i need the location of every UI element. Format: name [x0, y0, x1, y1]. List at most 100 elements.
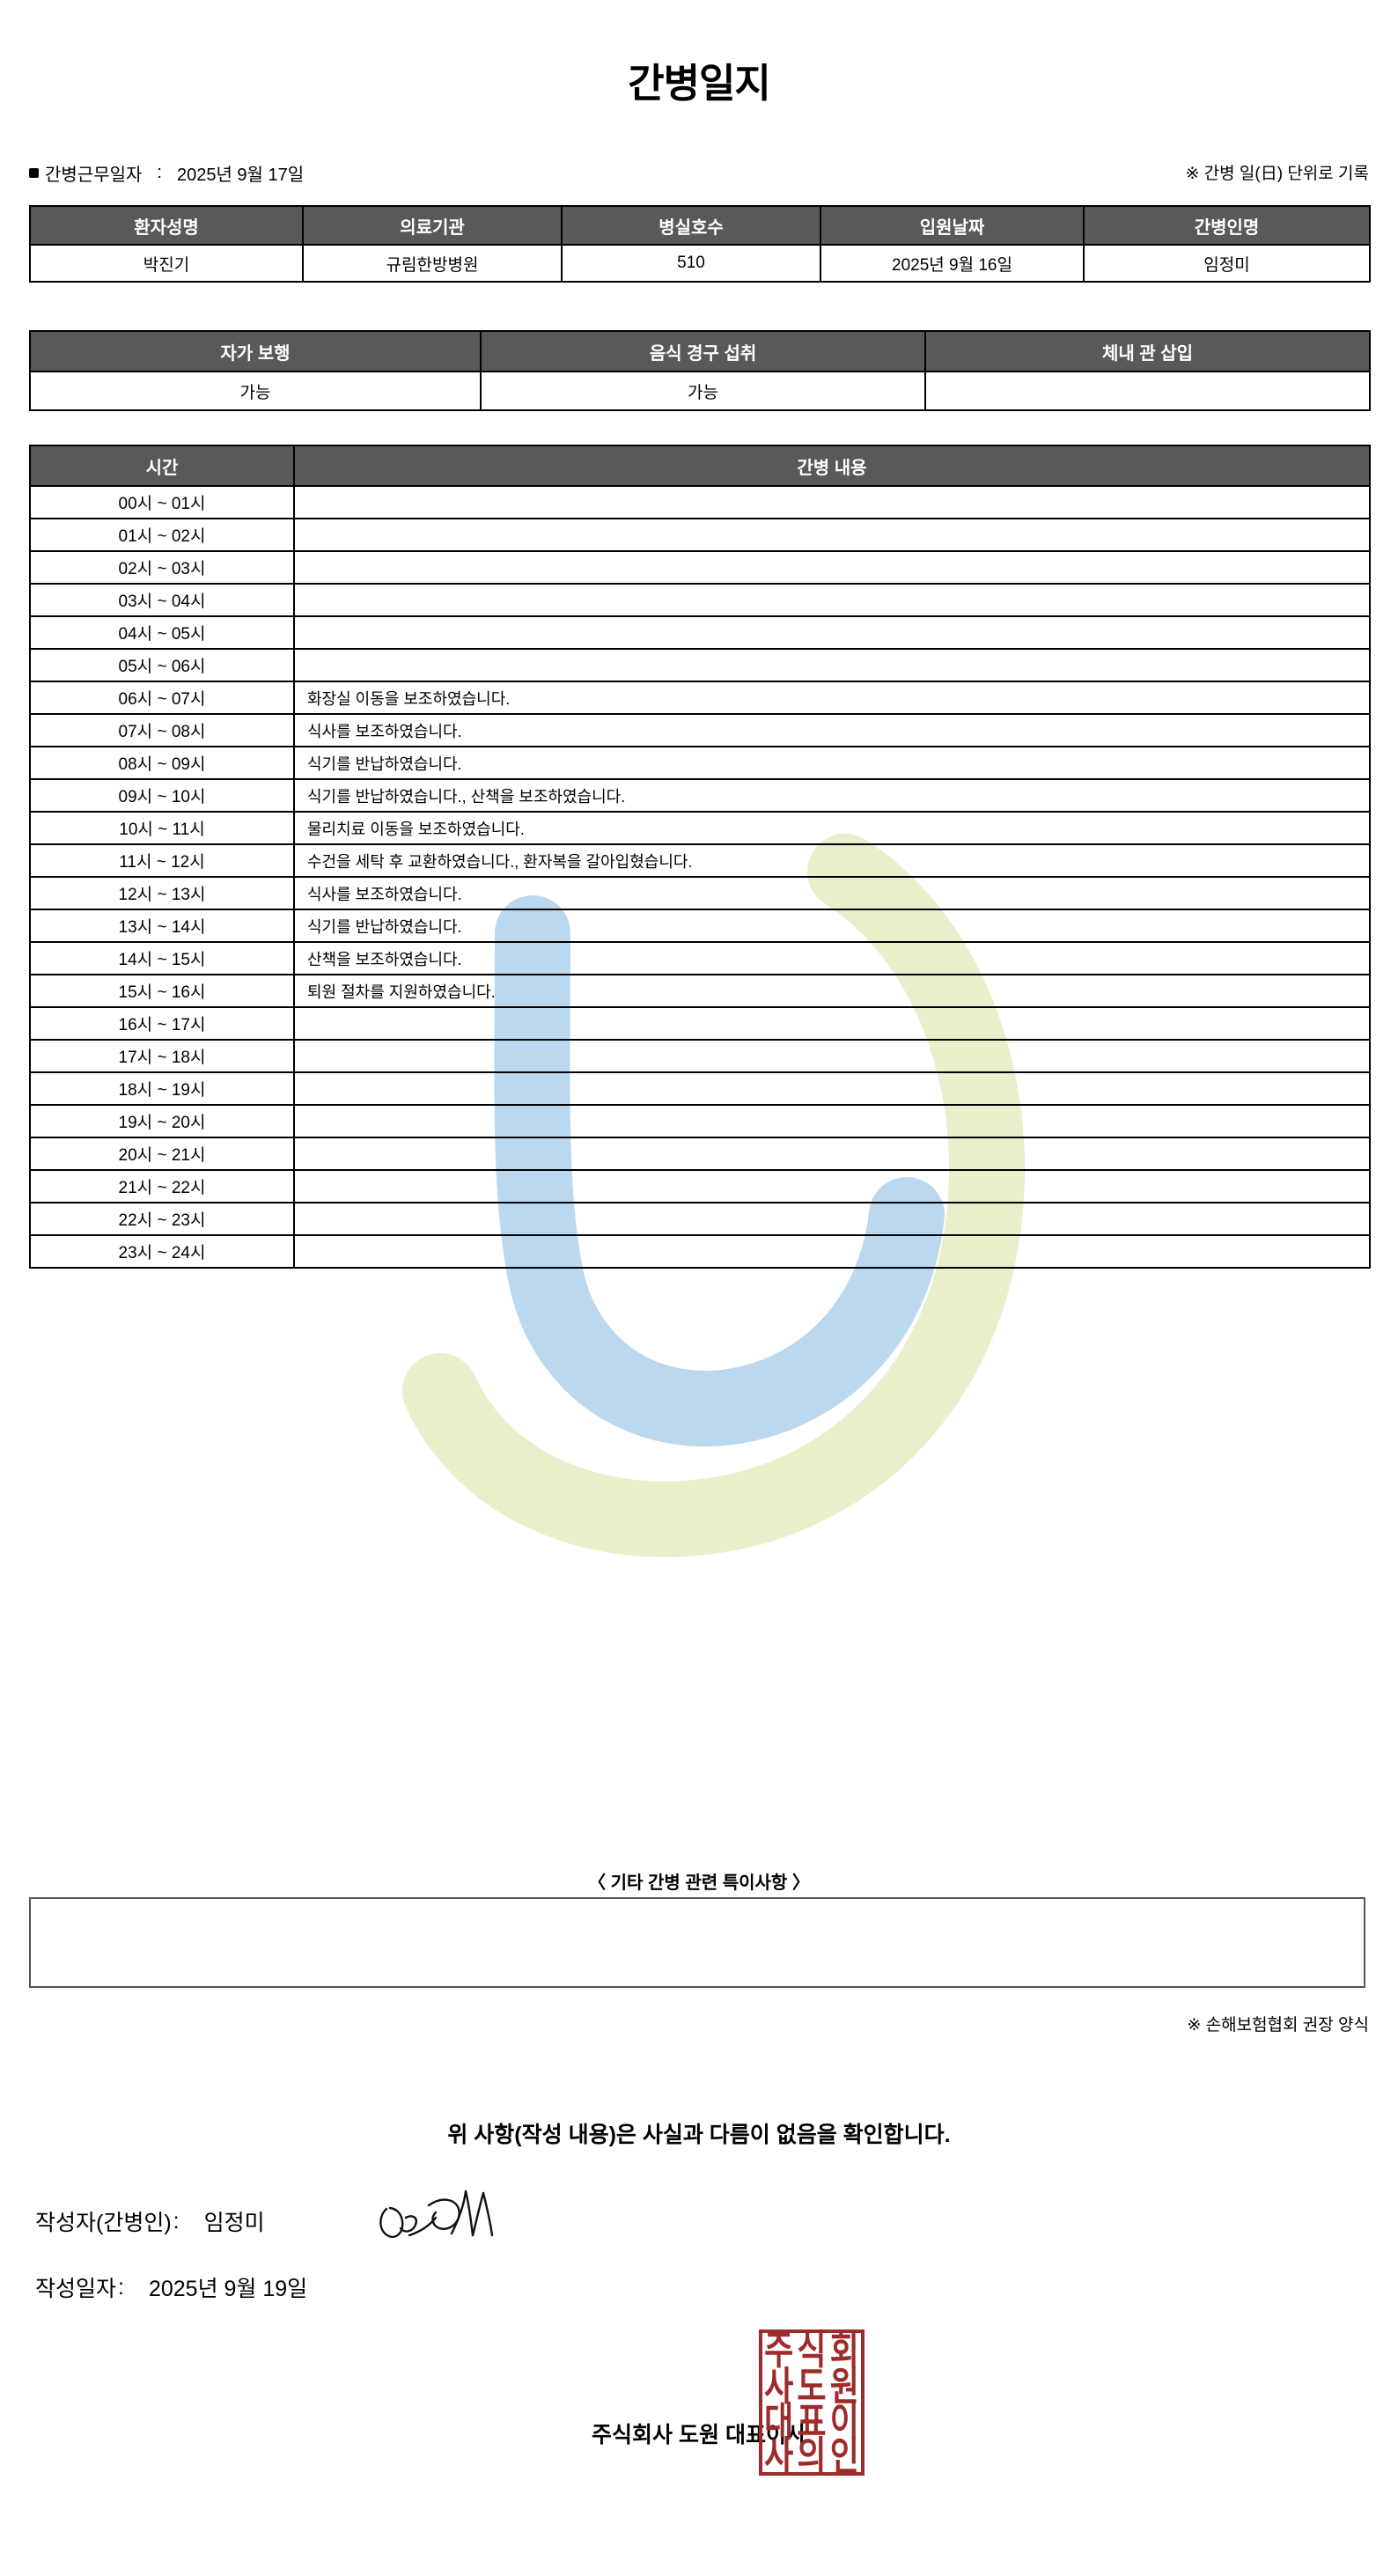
- time-slot-label: 22시 ~ 23시: [29, 1202, 295, 1236]
- work-date-group: 간병근무일자 : 2025년 9월 17일: [29, 160, 304, 186]
- care-content-cell[interactable]: 퇴원 절차를 지원하였습니다.: [293, 974, 1371, 1008]
- table-row: 17시 ~ 18시: [29, 1039, 1371, 1073]
- seal-character: 원: [829, 2363, 859, 2409]
- time-slot-label: 04시 ~ 05시: [29, 615, 295, 650]
- seal-character: 식: [797, 2328, 827, 2374]
- square-bullet-icon: [29, 168, 39, 178]
- time-slot-label: 00시 ~ 01시: [29, 485, 295, 519]
- time-slot-label: 05시 ~ 06시: [29, 648, 295, 682]
- time-slot-label: 07시 ~ 08시: [29, 713, 295, 747]
- care-content-cell[interactable]: [293, 518, 1371, 552]
- care-content-cell[interactable]: 식기를 반납하였습니다., 산책을 보조하였습니다.: [293, 778, 1371, 813]
- care-content-cell[interactable]: [293, 1071, 1371, 1106]
- date-value: 2025년 9월 19일: [148, 2277, 308, 2301]
- table-row: 가능 가능: [29, 371, 1371, 411]
- care-content-cell[interactable]: [293, 583, 1371, 617]
- care-content-cell[interactable]: 산책을 보조하였습니다.: [293, 941, 1371, 975]
- work-date-value: 2025년 9월 17일: [176, 166, 305, 185]
- header-internal-tube-insertion: 체내 관 삽입: [924, 330, 1371, 372]
- table-row: 02시 ~ 03시: [29, 550, 1371, 585]
- unit-note: ※ 간병 일(日) 단위로 기록: [1185, 165, 1369, 183]
- date-colon: :: [118, 2274, 124, 2300]
- care-content-cell[interactable]: [293, 1202, 1371, 1236]
- seal-character: 의: [797, 2432, 827, 2478]
- table-row: 23시 ~ 24시: [29, 1234, 1371, 1269]
- care-content-cell[interactable]: [293, 615, 1371, 650]
- care-content-cell[interactable]: [293, 1169, 1371, 1203]
- care-content-cell[interactable]: 수건을 세탁 후 교환하였습니다., 환자복을 갈아입혔습니다.: [293, 843, 1371, 878]
- table-row: 09시 ~ 10시 식기를 반납하였습니다., 산책을 보조하였습니다.: [29, 778, 1371, 813]
- time-slot-label: 03시 ~ 04시: [29, 583, 295, 617]
- seal-character: 도: [797, 2363, 827, 2409]
- table-row: 21시 ~ 22시: [29, 1169, 1371, 1203]
- table-row: 08시 ~ 09시 식기를 반납하였습니다.: [29, 746, 1371, 780]
- table-row: 19시 ~ 20시: [29, 1104, 1371, 1138]
- table-row-header: 시간 간병 내용: [29, 445, 1371, 487]
- table-row: 00시 ~ 01시: [29, 485, 1371, 519]
- care-content-cell[interactable]: 식기를 반납하였습니다.: [293, 909, 1371, 943]
- table-row: 20시 ~ 21시: [29, 1137, 1371, 1171]
- value-internal-tube-insertion: [924, 371, 1371, 411]
- author-label: 작성자(간병인): [35, 2211, 172, 2235]
- header-oral-food-intake: 음식 경구 섭취: [480, 330, 926, 372]
- author-signature-row: 작성자(간병인) : 임정미: [35, 2205, 265, 2237]
- header-room-number: 병실호수: [561, 205, 821, 246]
- table-row: 14시 ~ 15시 산책을 보조하였습니다.: [29, 941, 1371, 975]
- author-value: 임정미: [203, 2211, 265, 2235]
- seal-character: 회: [829, 2328, 859, 2374]
- care-content-cell[interactable]: [293, 648, 1371, 682]
- care-content-cell[interactable]: 식사를 보조하였습니다.: [293, 876, 1371, 910]
- confirmation-statement: 위 사항(작성 내용)은 사실과 다름이 없음을 확인합니다.: [447, 2123, 951, 2147]
- table-row-header: 자가 보행 음식 경구 섭취 체내 관 삽입: [29, 330, 1371, 372]
- care-content-cell[interactable]: [293, 550, 1371, 585]
- table-row-header: 환자성명 의료기관 병실호수 입원날짜 간병인명: [29, 205, 1371, 246]
- care-content-cell[interactable]: 화장실 이동을 보조하였습니다.: [293, 681, 1371, 715]
- table-row: 01시 ~ 02시: [29, 518, 1371, 552]
- header-medical-institution: 의료기관: [302, 205, 563, 246]
- handwritten-signature: [379, 2190, 494, 2238]
- table-row: 13시 ~ 14시 식기를 반납하였습니다.: [29, 909, 1371, 943]
- hourly-care-log-body: 00시 ~ 01시 01시 ~ 02시 02시 ~ 03시 03시 ~ 04시 04시 …: [29, 485, 1371, 1269]
- date-label: 작성일자: [35, 2277, 117, 2301]
- care-content-cell[interactable]: 식사를 보조하였습니다.: [293, 713, 1371, 747]
- time-slot-label: 15시 ~ 16시: [29, 974, 295, 1008]
- header-patient-name: 환자성명: [29, 205, 304, 246]
- table-row: 16시 ~ 17시: [29, 1006, 1371, 1041]
- time-slot-label: 08시 ~ 09시: [29, 746, 295, 780]
- company-representative-line: 주식회사 도원 대표이사: [592, 2423, 806, 2447]
- care-content-cell[interactable]: [293, 1137, 1371, 1171]
- header-admission-date: 입원날짜: [820, 205, 1085, 246]
- care-content-cell[interactable]: [293, 485, 1371, 519]
- work-date-colon: :: [157, 163, 162, 182]
- seal-character: 사: [764, 2363, 794, 2409]
- remarks-textarea[interactable]: [29, 1897, 1365, 1988]
- value-medical-institution: 규림한방병원: [302, 244, 563, 283]
- header-self-ambulation: 자가 보행: [29, 330, 482, 372]
- time-slot-label: 19시 ~ 20시: [29, 1104, 295, 1138]
- seal-character: 표: [797, 2399, 827, 2445]
- time-slot-label: 18시 ~ 19시: [29, 1071, 295, 1106]
- value-admission-date: 2025년 9월 16일: [820, 244, 1085, 283]
- author-date-row: 작성일자 : 2025년 9월 19일: [35, 2271, 307, 2303]
- meta-row: 간병근무일자 : 2025년 9월 17일 ※ 간병 일(日) 단위로 기록: [29, 160, 1369, 187]
- care-content-cell[interactable]: 물리치료 이동을 보조하였습니다.: [293, 811, 1371, 845]
- time-slot-label: 17시 ~ 18시: [29, 1039, 295, 1073]
- care-content-cell[interactable]: [293, 1104, 1371, 1138]
- table-row: 06시 ~ 07시 화장실 이동을 보조하였습니다.: [29, 681, 1371, 715]
- header-time: 시간: [29, 445, 295, 487]
- work-date-label: 간병근무일자: [45, 166, 143, 185]
- value-room-number: 510: [561, 244, 821, 283]
- form-source-note: ※ 손해보험협회 권장 양식: [1187, 2016, 1369, 2035]
- time-slot-label: 14시 ~ 15시: [29, 941, 295, 975]
- care-content-cell[interactable]: [293, 1234, 1371, 1269]
- care-content-cell[interactable]: 식기를 반납하였습니다.: [293, 746, 1371, 780]
- time-slot-label: 16시 ~ 17시: [29, 1006, 295, 1041]
- care-content-cell[interactable]: [293, 1039, 1371, 1073]
- table-row: 05시 ~ 06시: [29, 648, 1371, 682]
- seal-character: 이: [829, 2399, 859, 2445]
- table-row: 15시 ~ 16시 퇴원 절차를 지원하였습니다.: [29, 974, 1371, 1008]
- care-content-cell[interactable]: [293, 1006, 1371, 1041]
- time-slot-label: 10시 ~ 11시: [29, 811, 295, 845]
- remarks-caption: 〈 기타 간병 관련 특이사항 〉: [588, 1873, 810, 1893]
